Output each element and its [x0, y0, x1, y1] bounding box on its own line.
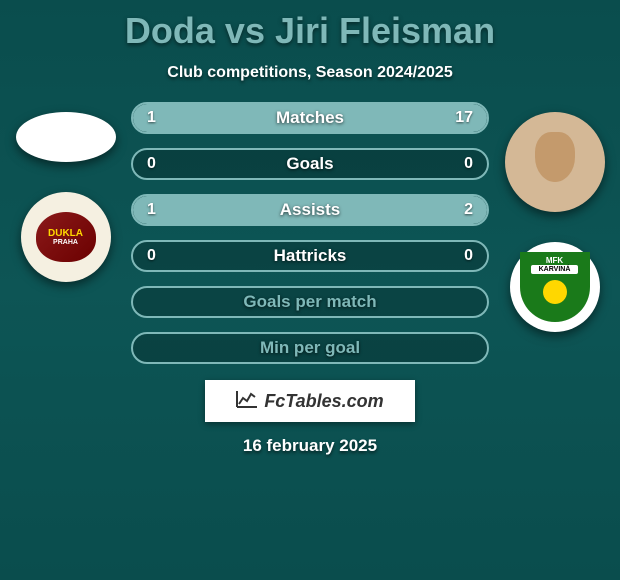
stat-value-left: 1 — [147, 201, 156, 219]
club-right-short: KARVINÁ — [531, 265, 579, 274]
stat-bar-goals: 0 0 Goals — [131, 148, 489, 180]
source-logo-text: FcTables.com — [264, 391, 383, 412]
stat-value-left: 0 — [147, 247, 156, 265]
club-right-prefix: MFK — [546, 256, 563, 265]
source-logo[interactable]: FcTables.com — [205, 380, 415, 422]
club-left-badge: DUKLA PRAHA — [21, 192, 111, 282]
club-left-sub: PRAHA — [53, 239, 78, 246]
player-right-photo — [505, 112, 605, 212]
player-left-photo — [16, 112, 116, 162]
stat-value-left: 1 — [147, 109, 156, 127]
club-right-badge: MFK KARVINÁ — [510, 242, 600, 332]
club-left-short: DUKLA — [48, 228, 83, 239]
stat-label: Assists — [280, 200, 340, 220]
player-left-column: DUKLA PRAHA — [8, 102, 123, 364]
stat-value-right: 2 — [464, 201, 473, 219]
club-right-ball-icon — [543, 280, 567, 304]
stats-column: 1 17 Matches 0 0 Goals 1 2 Assists 0 0 Hattricks Goa… — [123, 102, 497, 364]
stat-value-right: 0 — [464, 155, 473, 173]
date-text: 16 february 2025 — [0, 436, 620, 456]
stat-bar-assists: 1 2 Assists — [131, 194, 489, 226]
stat-label: Goals — [286, 154, 333, 174]
stat-label: Goals per match — [243, 292, 376, 312]
stat-bar-min-per-goal: Min per goal — [131, 332, 489, 364]
subtitle: Club competitions, Season 2024/2025 — [0, 64, 620, 82]
page-title: Doda vs Jiri Fleisman — [0, 0, 620, 52]
stat-value-right: 0 — [464, 247, 473, 265]
stat-value-left: 0 — [147, 155, 156, 173]
stat-label: Min per goal — [260, 338, 360, 358]
club-left-badge-inner: DUKLA PRAHA — [36, 212, 96, 262]
chart-icon — [236, 390, 258, 413]
stat-label: Matches — [276, 108, 344, 128]
stat-bar-hattricks: 0 0 Hattricks — [131, 240, 489, 272]
main-content: DUKLA PRAHA 117Matches00Goals12Assists00… — [0, 102, 620, 364]
stat-value-right: 17 — [455, 109, 473, 127]
club-right-badge-inner: MFK KARVINÁ — [520, 252, 590, 322]
stat-bar-goals-per-match: Goals per match — [131, 286, 489, 318]
player-right-column: MFK KARVINÁ — [497, 102, 612, 364]
stat-label: Hattricks — [274, 246, 347, 266]
stat-bar-matches: 1 17 Matches — [131, 102, 489, 134]
